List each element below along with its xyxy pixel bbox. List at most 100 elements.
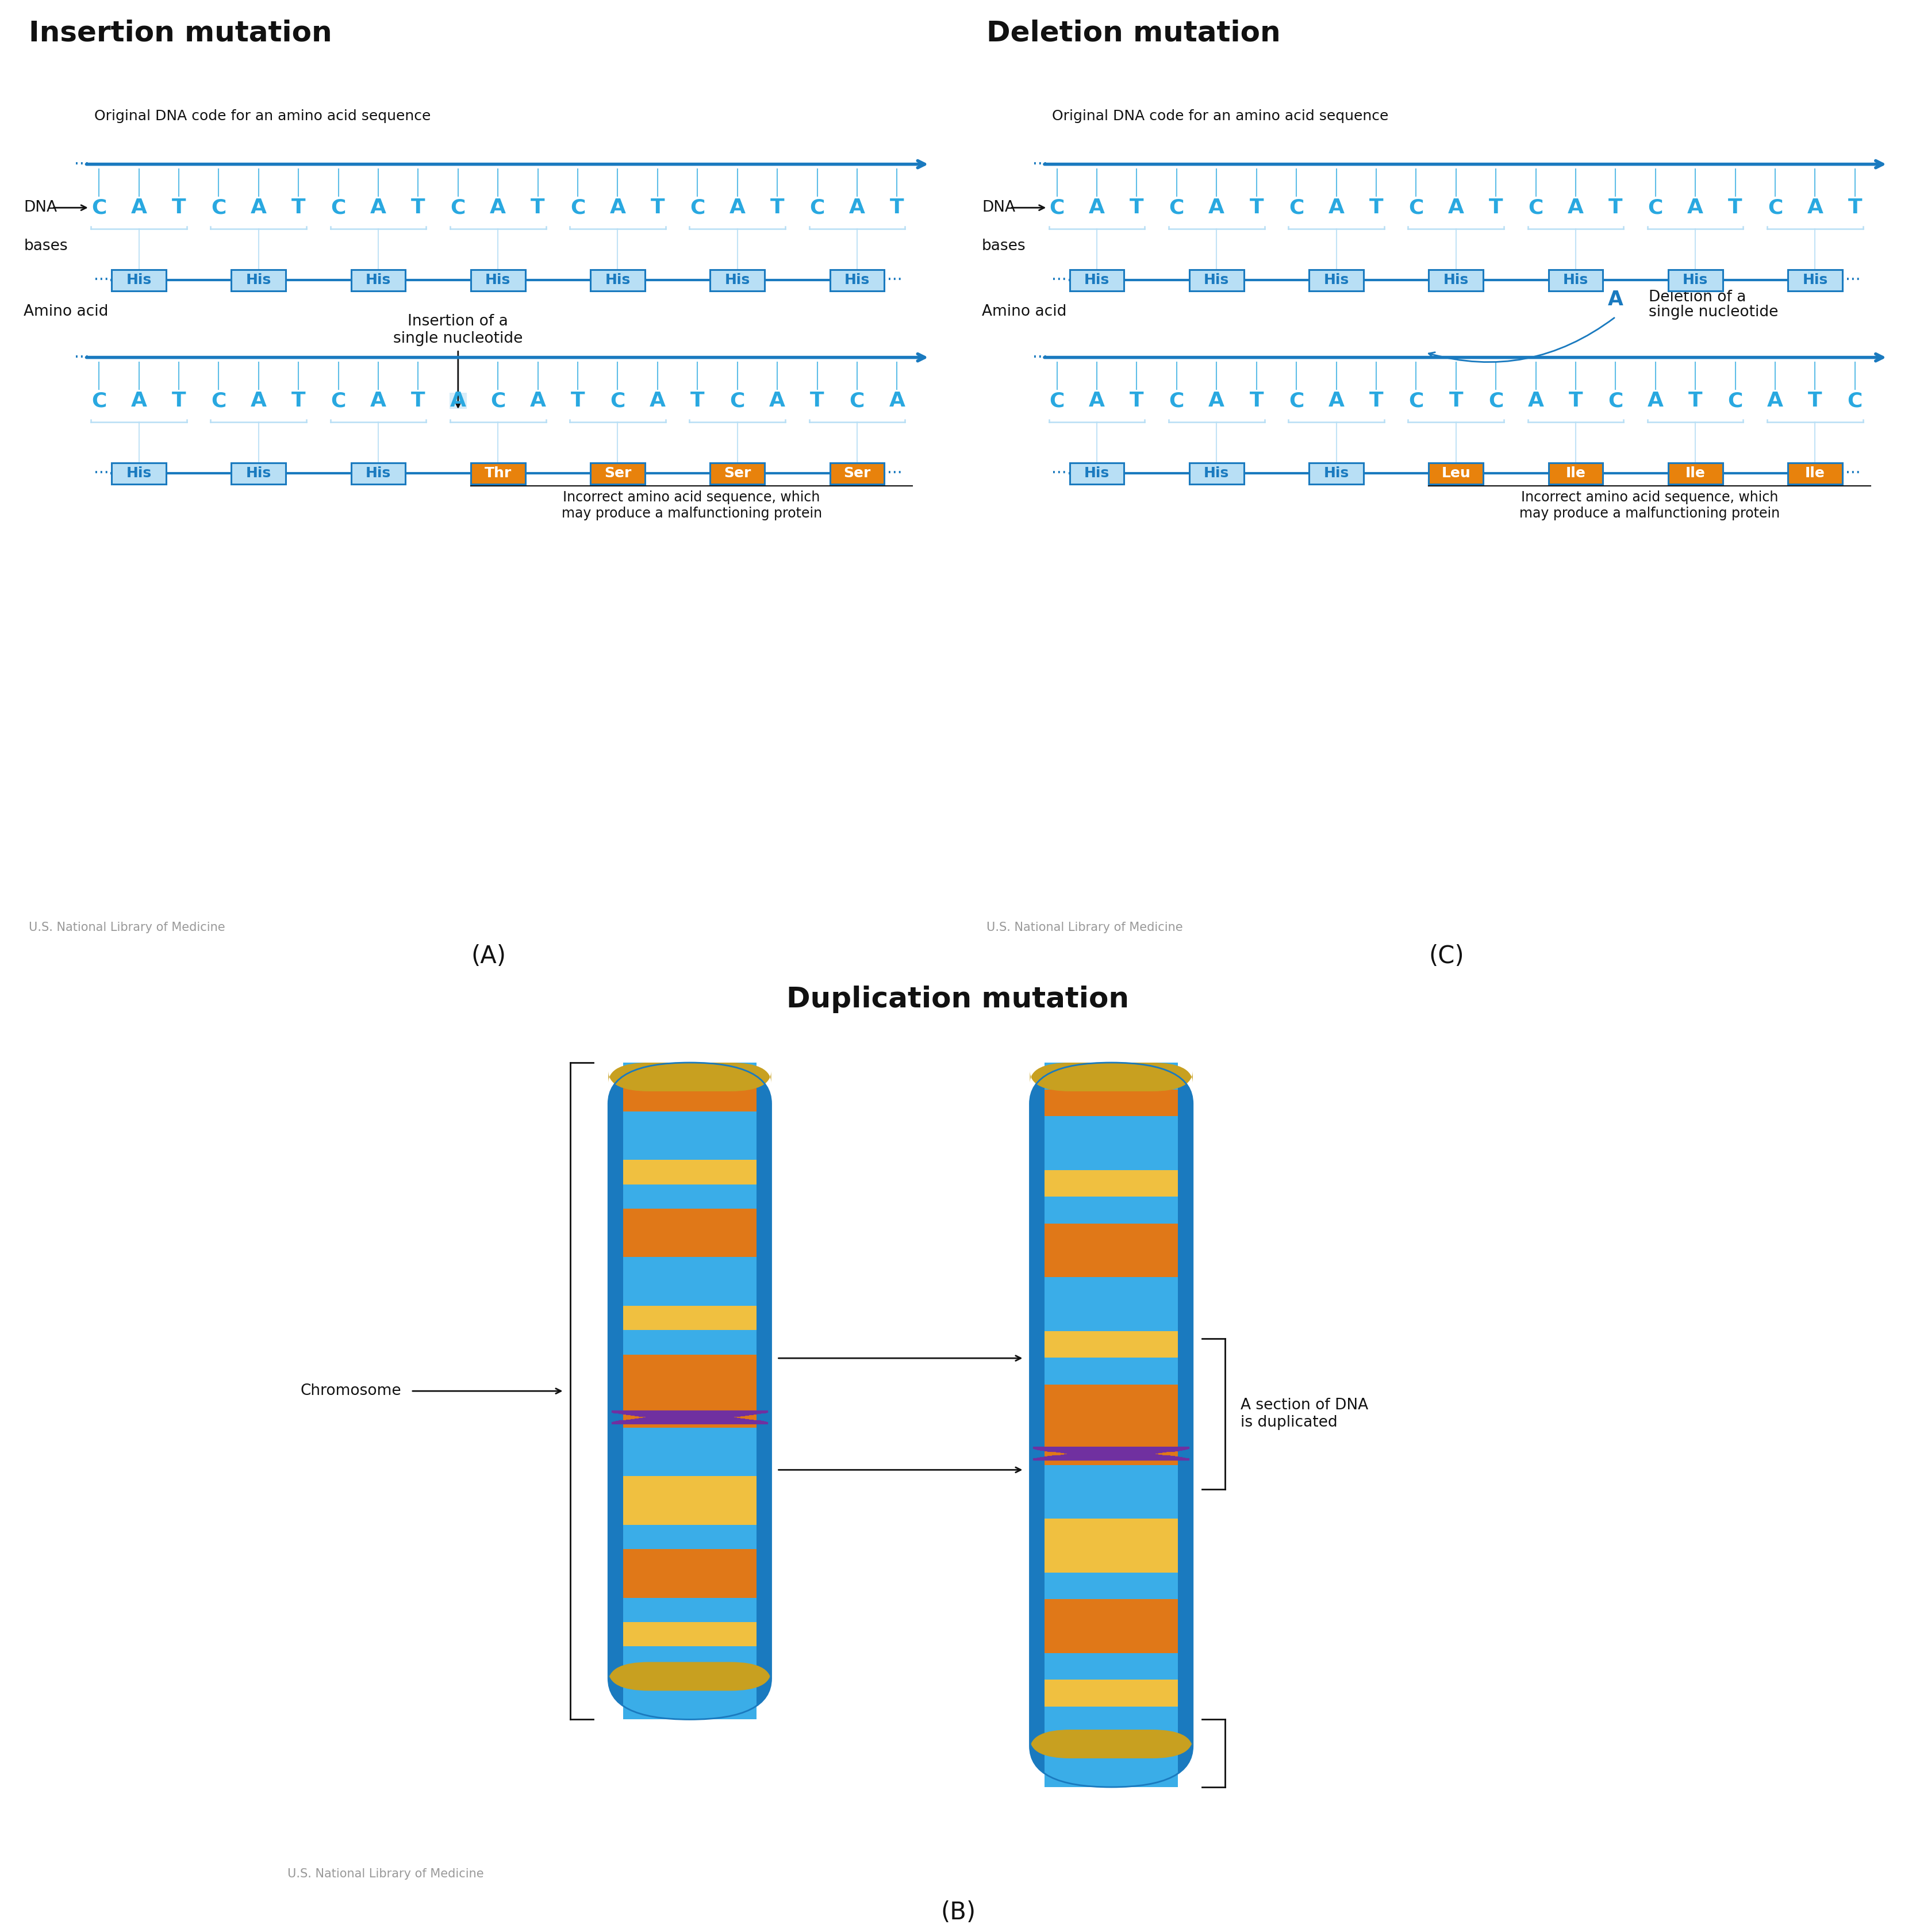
Text: Thr: Thr bbox=[485, 466, 512, 481]
Text: Ser: Ser bbox=[724, 466, 751, 481]
Text: ···: ··· bbox=[94, 272, 109, 288]
Text: His: His bbox=[1203, 466, 1230, 481]
FancyBboxPatch shape bbox=[711, 462, 764, 483]
FancyBboxPatch shape bbox=[111, 462, 167, 483]
Text: T: T bbox=[1688, 390, 1703, 412]
Text: U.S. National Library of Medicine: U.S. National Library of Medicine bbox=[987, 922, 1182, 933]
FancyBboxPatch shape bbox=[623, 1671, 757, 1694]
FancyBboxPatch shape bbox=[1190, 269, 1243, 290]
FancyBboxPatch shape bbox=[623, 1694, 757, 1719]
Text: C: C bbox=[609, 390, 625, 412]
FancyBboxPatch shape bbox=[1044, 1331, 1178, 1358]
FancyBboxPatch shape bbox=[1044, 1519, 1178, 1546]
Text: (A): (A) bbox=[471, 945, 506, 968]
Text: His: His bbox=[126, 272, 151, 288]
FancyBboxPatch shape bbox=[450, 392, 466, 410]
Text: (B): (B) bbox=[941, 1901, 975, 1924]
Text: Duplication mutation: Duplication mutation bbox=[787, 985, 1129, 1012]
Text: His: His bbox=[245, 272, 272, 288]
FancyBboxPatch shape bbox=[1044, 1063, 1178, 1090]
Text: A: A bbox=[1807, 197, 1824, 218]
Text: ···: ··· bbox=[94, 466, 109, 481]
FancyBboxPatch shape bbox=[1190, 462, 1243, 483]
Text: C: C bbox=[1408, 390, 1424, 412]
Text: A: A bbox=[1088, 197, 1106, 218]
FancyBboxPatch shape bbox=[351, 269, 406, 290]
Text: A: A bbox=[1688, 197, 1703, 218]
Text: His: His bbox=[126, 466, 151, 481]
FancyBboxPatch shape bbox=[1309, 269, 1364, 290]
FancyBboxPatch shape bbox=[1429, 269, 1483, 290]
Text: C: C bbox=[1608, 390, 1623, 412]
FancyBboxPatch shape bbox=[590, 462, 646, 483]
FancyBboxPatch shape bbox=[1429, 462, 1483, 483]
FancyBboxPatch shape bbox=[830, 269, 885, 290]
Text: A: A bbox=[1088, 390, 1106, 412]
Text: A: A bbox=[1648, 390, 1663, 412]
Text: A: A bbox=[650, 390, 665, 412]
FancyBboxPatch shape bbox=[1044, 1733, 1178, 1760]
Text: A section of DNA
is duplicated: A section of DNA is duplicated bbox=[1242, 1399, 1368, 1430]
FancyBboxPatch shape bbox=[1044, 1654, 1178, 1679]
FancyBboxPatch shape bbox=[1044, 1679, 1178, 1706]
Text: T: T bbox=[291, 390, 305, 412]
Text: A: A bbox=[450, 390, 466, 412]
FancyBboxPatch shape bbox=[623, 1573, 757, 1598]
Text: C: C bbox=[1768, 197, 1782, 218]
Text: C: C bbox=[1847, 390, 1862, 412]
FancyBboxPatch shape bbox=[232, 269, 285, 290]
FancyBboxPatch shape bbox=[1044, 1573, 1178, 1600]
Text: His: His bbox=[366, 272, 391, 288]
FancyBboxPatch shape bbox=[609, 1063, 770, 1092]
FancyBboxPatch shape bbox=[623, 1209, 757, 1233]
Text: C: C bbox=[730, 390, 745, 412]
Text: C: C bbox=[211, 197, 226, 218]
Text: ···: ··· bbox=[1845, 272, 1860, 288]
FancyBboxPatch shape bbox=[623, 1088, 757, 1111]
Text: A: A bbox=[130, 390, 148, 412]
FancyBboxPatch shape bbox=[1044, 1760, 1178, 1787]
Text: A: A bbox=[251, 197, 266, 218]
FancyBboxPatch shape bbox=[623, 1646, 757, 1671]
Text: T: T bbox=[1249, 197, 1263, 218]
Text: T: T bbox=[1130, 390, 1144, 412]
FancyBboxPatch shape bbox=[623, 1524, 757, 1549]
Text: C: C bbox=[1529, 197, 1544, 218]
Text: ···: ··· bbox=[887, 272, 902, 288]
FancyBboxPatch shape bbox=[1031, 1063, 1192, 1787]
FancyBboxPatch shape bbox=[623, 1233, 757, 1258]
Text: A: A bbox=[1767, 390, 1784, 412]
Text: A: A bbox=[1527, 390, 1544, 412]
Text: ···: ··· bbox=[1033, 156, 1048, 172]
FancyBboxPatch shape bbox=[623, 1379, 757, 1403]
Text: T: T bbox=[571, 390, 584, 412]
Text: C: C bbox=[849, 390, 864, 412]
FancyBboxPatch shape bbox=[711, 269, 764, 290]
Text: His: His bbox=[1084, 466, 1109, 481]
FancyBboxPatch shape bbox=[623, 1136, 757, 1159]
Text: His: His bbox=[245, 466, 272, 481]
Text: T: T bbox=[1370, 390, 1383, 412]
FancyBboxPatch shape bbox=[609, 1063, 770, 1719]
Text: A: A bbox=[130, 197, 148, 218]
Text: T: T bbox=[412, 197, 425, 218]
Text: bases: bases bbox=[981, 240, 1025, 253]
Text: C: C bbox=[1289, 197, 1305, 218]
FancyBboxPatch shape bbox=[609, 1662, 770, 1690]
FancyBboxPatch shape bbox=[623, 1451, 757, 1476]
Text: T: T bbox=[412, 390, 425, 412]
Text: C: C bbox=[331, 197, 347, 218]
FancyBboxPatch shape bbox=[623, 1159, 757, 1184]
Text: T: T bbox=[1370, 197, 1383, 218]
Text: Insertion mutation: Insertion mutation bbox=[29, 19, 331, 46]
FancyBboxPatch shape bbox=[1044, 1171, 1178, 1196]
FancyBboxPatch shape bbox=[1788, 269, 1843, 290]
Text: His: His bbox=[485, 272, 512, 288]
Text: A: A bbox=[1209, 390, 1224, 412]
FancyBboxPatch shape bbox=[623, 1306, 757, 1331]
FancyBboxPatch shape bbox=[1548, 462, 1604, 483]
Text: C: C bbox=[331, 390, 347, 412]
FancyBboxPatch shape bbox=[1069, 462, 1125, 483]
FancyBboxPatch shape bbox=[1031, 1729, 1192, 1758]
Text: C: C bbox=[1408, 197, 1424, 218]
